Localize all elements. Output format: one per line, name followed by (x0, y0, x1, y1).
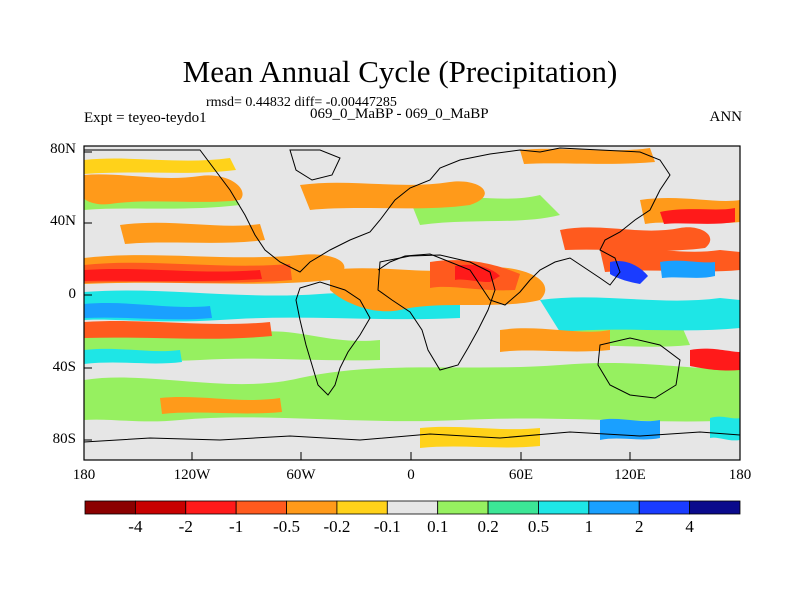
colorbar-label: 0.5 (527, 517, 550, 536)
precip-blob (660, 208, 735, 224)
precip-blob (84, 174, 243, 205)
colorbar-label: -0.2 (323, 517, 351, 536)
precip-blob (710, 416, 740, 441)
colorbar-swatch (336, 500, 388, 515)
stats-line: rmsd= 0.44832 diff= -0.00447285 (206, 95, 397, 110)
colorbar-swatch (84, 500, 136, 515)
precip-blob (500, 328, 610, 352)
precip-blob (540, 297, 740, 332)
precip-blob (84, 303, 212, 320)
lat-label: 0 (68, 286, 77, 302)
lon-label: 180 (728, 467, 752, 483)
colorbar-swatch (386, 500, 439, 515)
precip-blob (84, 268, 262, 282)
colorbar-label: -2 (178, 517, 193, 536)
precip-blob (660, 260, 715, 278)
coastline-australia (597, 337, 681, 399)
colorbar-label: 1 (584, 517, 594, 536)
colorbar (84, 500, 741, 515)
colorbar-swatch (134, 500, 187, 515)
colorbar-swatch (286, 500, 338, 515)
colorbar-label: 0.2 (477, 517, 499, 536)
lat-label: 80S (52, 431, 76, 447)
colorbar-label: -0.5 (273, 517, 300, 536)
precip-blob (560, 227, 711, 251)
lat-label: 40N (50, 213, 76, 229)
colorbar-label: -4 (128, 517, 143, 536)
comparison-label: 069_0_MaBP - 069_0_MaBP (310, 106, 489, 122)
colorbar-swatch (588, 500, 640, 515)
lat-label: 80N (50, 141, 76, 157)
colorbar-label: 2 (634, 517, 644, 536)
precip-blob (160, 397, 282, 414)
colorbar-swatch (437, 500, 489, 515)
lat-label: 40S (52, 359, 76, 375)
lon-label: 180 (72, 467, 96, 483)
lon-label: 120W (173, 467, 211, 483)
colorbar-swatch (638, 500, 691, 515)
map-field (84, 146, 740, 460)
colorbar-label: -0.1 (373, 517, 401, 536)
chart-title: Mean Annual Cycle (Precipitation) (182, 54, 618, 89)
colorbar-swatch (538, 500, 590, 515)
colorbar-label: 0.1 (427, 517, 449, 536)
lon-label: 120E (614, 467, 646, 483)
lon-label: 60E (508, 467, 534, 483)
experiment-label: Expt = teyeo-teydo1 (84, 110, 207, 126)
precip-blob (520, 148, 655, 164)
colorbar-label: -1 (229, 517, 244, 536)
colorbar-swatch (689, 500, 741, 515)
colorbar-label: 4 (685, 517, 694, 536)
lon-label: 60W (286, 467, 316, 483)
precip-blob (690, 348, 740, 371)
coastline-north-america (84, 147, 671, 306)
precip-blob (610, 260, 648, 284)
coastline-south-america (295, 281, 371, 396)
colorbar-swatch (487, 500, 539, 515)
precip-blob (420, 426, 540, 448)
map-frame (83, 145, 741, 461)
precip-blob (84, 321, 272, 339)
map-ticks (84, 151, 631, 460)
colorbar-swatch (235, 500, 287, 515)
precip-blob (455, 264, 500, 282)
coastline-africa (377, 254, 496, 371)
coastlines (84, 147, 740, 443)
precip-blob (84, 348, 182, 364)
precip-blob (600, 418, 660, 440)
precip-blob (300, 181, 485, 210)
lon-label: 0 (407, 467, 415, 483)
coastline-antarctica (84, 431, 740, 443)
season-label: ANN (709, 109, 743, 125)
precip-blob (120, 222, 265, 244)
coastline-greenland (289, 149, 341, 181)
precip-blob (84, 158, 236, 174)
colorbar-swatch (185, 500, 237, 515)
